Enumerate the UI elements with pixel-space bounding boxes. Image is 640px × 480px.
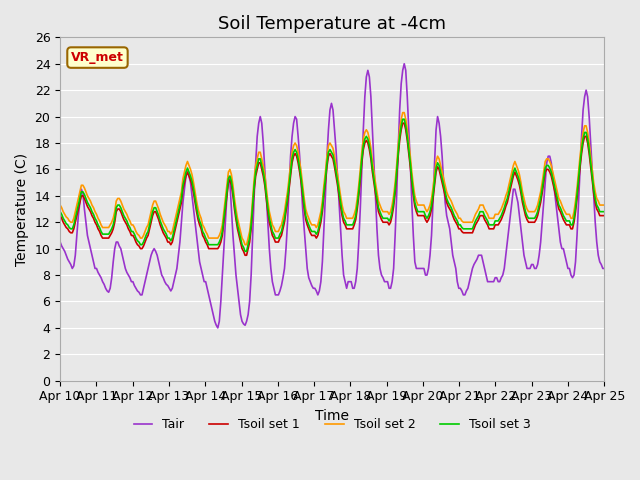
Tsoil set 1 xyxy=(237,239,244,245)
Tsoil set 3 xyxy=(56,209,64,215)
Tsoil set 3 xyxy=(123,218,131,224)
Tsoil set 2 xyxy=(296,158,303,164)
Tsoil set 2 xyxy=(123,211,131,217)
Tsoil set 1 xyxy=(218,233,226,239)
Tsoil set 3 xyxy=(237,235,244,241)
Tsoil set 3 xyxy=(247,222,255,228)
Tair xyxy=(600,265,608,271)
Tsoil set 1 xyxy=(296,169,303,175)
Tsoil set 2 xyxy=(237,228,244,234)
Tsoil set 3 xyxy=(296,165,303,171)
Tsoil set 1 xyxy=(600,213,608,218)
Line: Tsoil set 1: Tsoil set 1 xyxy=(60,123,604,255)
Tsoil set 1 xyxy=(399,120,406,126)
Title: Soil Temperature at -4cm: Soil Temperature at -4cm xyxy=(218,15,446,33)
Tair xyxy=(573,233,581,239)
Tsoil set 1 xyxy=(56,213,64,218)
Tsoil set 2 xyxy=(399,110,406,116)
Line: Tsoil set 2: Tsoil set 2 xyxy=(60,113,604,245)
Tsoil set 3 xyxy=(573,192,581,197)
Tair xyxy=(56,239,64,245)
Legend: Tair, Tsoil set 1, Tsoil set 2, Tsoil set 3: Tair, Tsoil set 1, Tsoil set 2, Tsoil se… xyxy=(129,413,536,436)
Tair xyxy=(238,318,246,324)
Tsoil set 2 xyxy=(56,202,64,208)
Tsoil set 2 xyxy=(600,202,608,208)
Tsoil set 3 xyxy=(399,116,406,122)
Tsoil set 1 xyxy=(241,252,249,258)
Tair xyxy=(123,270,131,276)
Tair xyxy=(214,325,221,331)
X-axis label: Time: Time xyxy=(316,409,349,423)
Tair xyxy=(247,272,255,278)
Tsoil set 2 xyxy=(241,242,249,248)
Tsoil set 3 xyxy=(241,249,249,254)
Y-axis label: Temperature (C): Temperature (C) xyxy=(15,153,29,265)
Tsoil set 1 xyxy=(123,222,131,228)
Tair xyxy=(296,153,303,159)
Tair xyxy=(401,61,408,67)
Text: VR_met: VR_met xyxy=(71,51,124,64)
Line: Tsoil set 3: Tsoil set 3 xyxy=(60,119,604,252)
Tsoil set 2 xyxy=(573,185,581,191)
Tsoil set 3 xyxy=(600,209,608,215)
Tsoil set 1 xyxy=(247,226,255,232)
Tsoil set 1 xyxy=(573,195,581,201)
Line: Tair: Tair xyxy=(60,64,604,328)
Tair xyxy=(220,246,228,252)
Tsoil set 2 xyxy=(218,222,226,228)
Tsoil set 3 xyxy=(218,228,226,234)
Tsoil set 2 xyxy=(247,216,255,221)
